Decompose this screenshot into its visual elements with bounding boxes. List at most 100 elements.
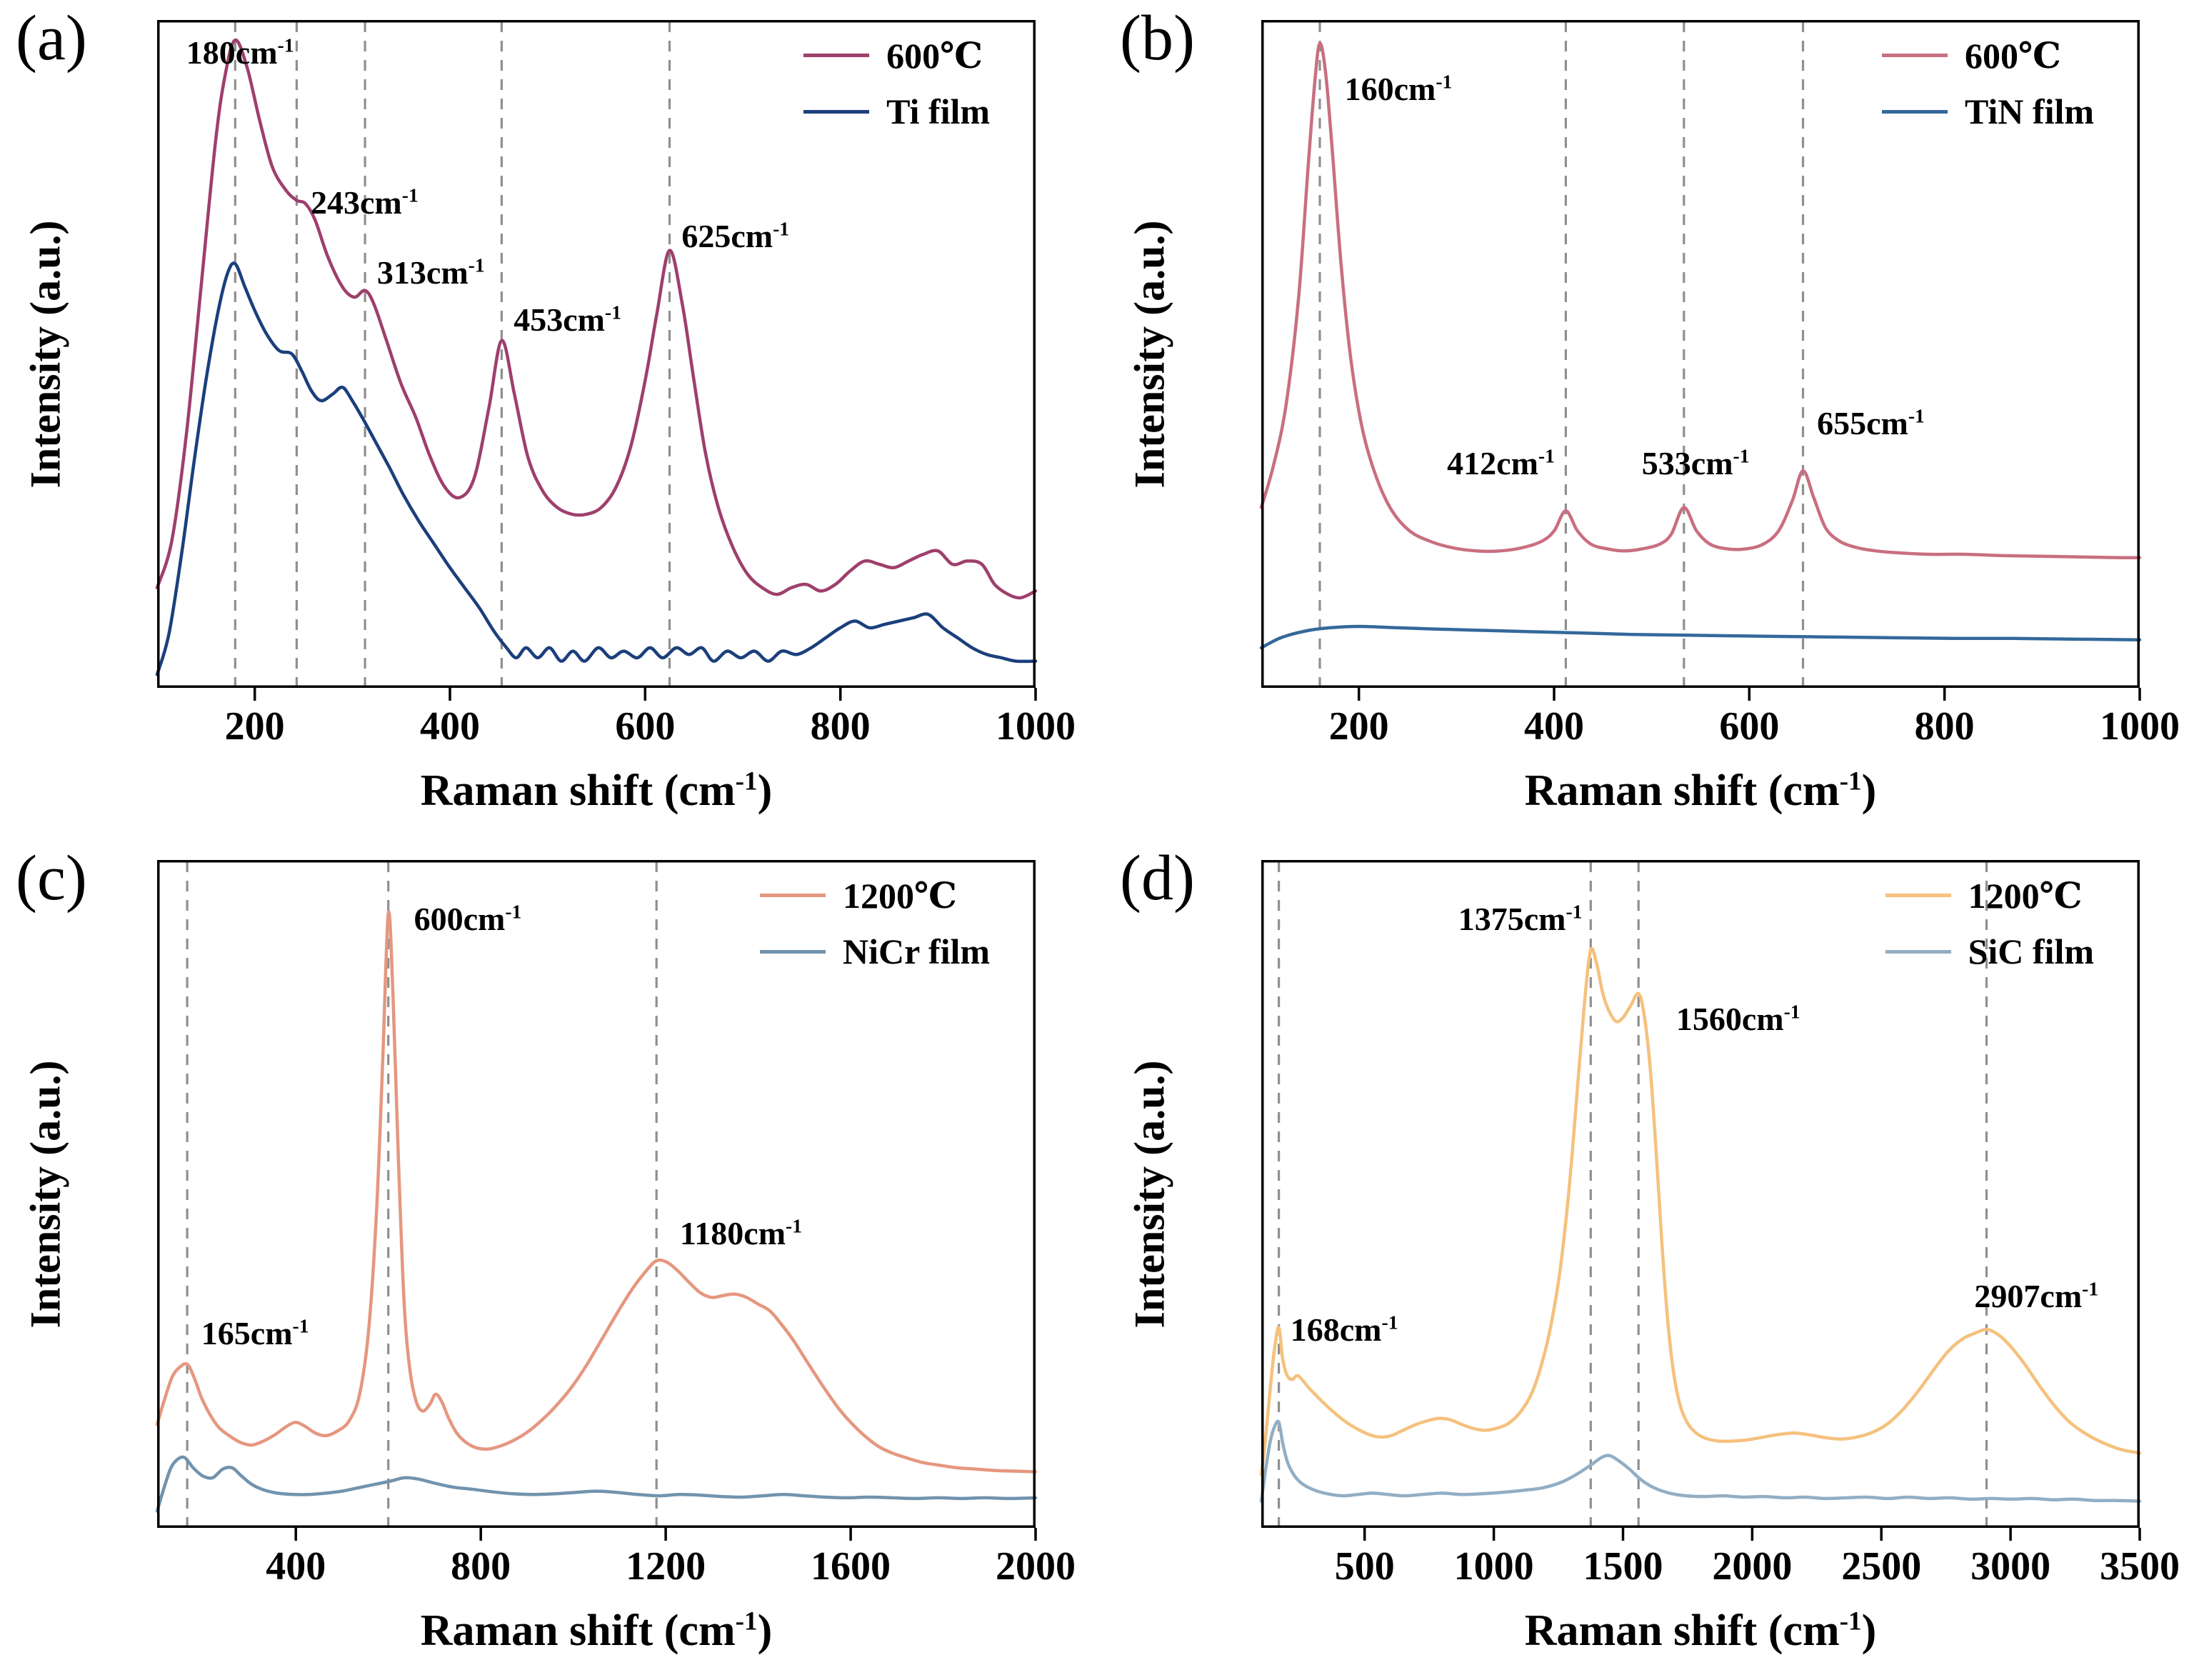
x-tick-label: 1000	[996, 704, 1076, 749]
peak-annotation: 168cm-1	[1291, 1311, 1398, 1349]
legend-line-swatch	[760, 894, 826, 897]
x-tick-label: 400	[420, 704, 480, 749]
x-tick-label: 800	[1914, 704, 1975, 749]
peak-annotation: 655cm-1	[1817, 404, 1925, 442]
x-axis-label-text: Raman shift (cm	[420, 766, 736, 815]
peak-annotation-sup: -1	[605, 301, 622, 324]
legend-line-swatch	[1881, 54, 1948, 57]
legend-label: Ti film	[886, 91, 990, 131]
peak-annotation-text: 600cm	[414, 901, 506, 938]
x-tick-label: 800	[810, 704, 871, 749]
panel-b: (b) Intensity (a.u.) 600℃ TiN film 160cm-…	[1104, 0, 2209, 840]
peak-annotation-text: 655cm	[1817, 404, 1908, 441]
legend-entry: 600℃	[803, 34, 990, 76]
x-tick-label: 1000	[1453, 1544, 1534, 1589]
legend-label: 1200℃	[1968, 876, 2083, 916]
legend-entry: NiCr film	[760, 931, 990, 972]
legend-line-swatch	[1885, 949, 1951, 954]
legend-label: TiN film	[1964, 91, 2094, 131]
spectrum-curve	[1259, 946, 2142, 1476]
spectrum-curve	[1259, 41, 2142, 559]
peak-annotation-sup: -1	[2082, 1278, 2099, 1301]
legend-label: 1200℃	[843, 876, 957, 916]
peak-annotation-text: 2907cm	[1974, 1278, 2083, 1315]
spectrum-curve	[155, 910, 1038, 1474]
peak-annotation: 533cm-1	[1642, 444, 1750, 482]
x-tick-label: 400	[1524, 704, 1584, 749]
x-tick-label: 1000	[2100, 704, 2180, 749]
plot-area: 1200℃ NiCr film 165cm-1 600cm-1 1180cm-1	[155, 860, 1038, 1541]
x-tick-label: 2000	[996, 1544, 1076, 1589]
legend-line-swatch	[760, 949, 826, 954]
x-axis-label-sup: -1	[735, 1606, 758, 1636]
x-tick-label: 1500	[1583, 1544, 1663, 1589]
peak-annotation: 600cm-1	[414, 900, 522, 938]
peak-annotation: 625cm-1	[681, 217, 789, 255]
y-axis-label: Intensity (a.u.)	[21, 1060, 69, 1329]
legend-line-swatch	[803, 54, 870, 57]
legend-entry: SiC film	[1885, 931, 2094, 972]
legend: 600℃ Ti film	[803, 34, 990, 132]
x-tick-label: 500	[1334, 1544, 1395, 1589]
panel-a: (a) Intensity (a.u.) 600℃ Ti film 180cm-1…	[0, 0, 1104, 840]
x-axis-label: Raman shift (cm-1)	[1261, 766, 2140, 816]
x-tick-label: 200	[1328, 704, 1389, 749]
x-axis-label-sup: -1	[735, 766, 758, 796]
peak-annotation-text: 160cm	[1344, 71, 1436, 108]
peak-annotation-sup: -1	[505, 900, 522, 923]
peak-annotation-text: 533cm	[1641, 444, 1733, 481]
x-tick-label: 1600	[811, 1544, 891, 1589]
x-axis-label-sup: -1	[1839, 766, 1862, 796]
peak-annotation-sup: -1	[1381, 1311, 1398, 1334]
plot-area: 600℃ TiN film 160cm-1 412cm-1 533cm-1 655cm-…	[1259, 20, 2142, 701]
x-tick-label: 600	[1719, 704, 1780, 749]
spectra-plot	[1259, 860, 2142, 1541]
panel-letter: (c)	[16, 843, 87, 914]
peak-annotation: 313cm-1	[377, 254, 485, 291]
legend-line-swatch	[1885, 894, 1951, 897]
legend-line-swatch	[1881, 109, 1948, 114]
panel-d: (d) Intensity (a.u.) 1200℃ SiC film 168cm…	[1104, 840, 2209, 1680]
x-tick-label: 400	[266, 1544, 326, 1589]
peak-annotation-sup: -1	[1566, 900, 1583, 923]
peak-annotation: 1375cm-1	[1458, 900, 1583, 938]
plot-frame	[157, 860, 1036, 1528]
spectra-plot	[155, 20, 1038, 701]
peak-annotation: 165cm-1	[201, 1314, 309, 1352]
peak-annotation-sup: -1	[292, 1314, 309, 1337]
legend-entry: 600℃	[1881, 34, 2094, 76]
peak-annotation-text: 168cm	[1290, 1311, 1382, 1349]
x-axis-label: Raman shift (cm-1)	[157, 766, 1036, 816]
peak-annotation: 453cm-1	[514, 301, 621, 339]
x-axis-label-text: Raman shift (cm	[1524, 766, 1840, 815]
peak-annotation-sup: -1	[1436, 70, 1453, 93]
x-axis-label-close: )	[1861, 1606, 1877, 1655]
plot-frame	[1261, 860, 2140, 1528]
peak-annotation-text: 1560cm	[1675, 1001, 1784, 1038]
peak-annotation-sup: -1	[1783, 1001, 1800, 1024]
peak-annotation-sup: -1	[468, 254, 485, 276]
peak-annotation-sup: -1	[1908, 404, 1925, 427]
x-tick-label: 200	[224, 704, 285, 749]
legend-label: 600℃	[886, 36, 983, 76]
legend-label: SiC film	[1968, 931, 2094, 971]
x-tick-label: 1200	[626, 1544, 706, 1589]
panel-letter: (a)	[16, 3, 87, 74]
legend: 1200℃ SiC film	[1885, 874, 2094, 972]
x-axis-label-text: Raman shift (cm	[420, 1606, 736, 1655]
peak-annotation: 2907cm-1	[1974, 1277, 2098, 1315]
peak-annotation-text: 1375cm	[1458, 901, 1566, 938]
peak-annotation-text: 453cm	[514, 301, 606, 338]
x-tick-label: 800	[451, 1544, 511, 1589]
peak-annotation-text: 165cm	[201, 1314, 293, 1351]
peak-annotation: 1560cm-1	[1676, 1000, 1800, 1038]
legend: 1200℃ NiCr film	[760, 874, 990, 972]
peak-annotation-sup: -1	[401, 184, 419, 206]
peak-annotation-sup: -1	[1733, 444, 1750, 467]
peak-annotation-sup: -1	[277, 34, 294, 56]
spectrum-curve	[155, 1455, 1038, 1513]
y-axis-label: Intensity (a.u.)	[1126, 1060, 1173, 1329]
x-tick-label: 2000	[1712, 1544, 1793, 1589]
peak-annotation-sup: -1	[773, 217, 790, 240]
x-axis-label-close: )	[1861, 766, 1877, 815]
